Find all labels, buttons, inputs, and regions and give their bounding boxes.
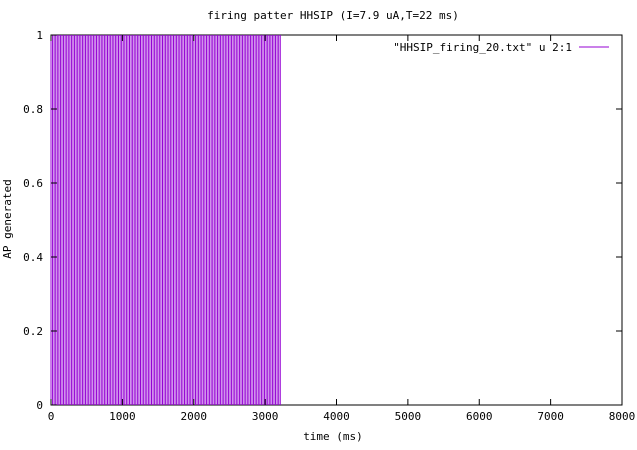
x-tick-label: 5000 — [395, 410, 422, 423]
y-tick-label: 0.6 — [23, 177, 43, 190]
x-tick-label: 8000 — [609, 410, 636, 423]
legend: "HHSIP_firing_20.txt" u 2:1 — [393, 41, 609, 54]
x-tick-label: 3000 — [252, 410, 279, 423]
x-tick-label: 0 — [48, 410, 55, 423]
y-axis-ticks: 0 0.2 0.4 0.6 0.8 1 — [23, 29, 622, 412]
x-axis-ticks: 0 1000 2000 3000 4000 5000 6000 7000 8000 — [48, 35, 636, 423]
x-tick-label: 6000 — [466, 410, 493, 423]
y-tick-label: 0.8 — [23, 103, 43, 116]
x-tick-label: 4000 — [323, 410, 350, 423]
x-axis-label: time (ms) — [303, 430, 363, 443]
y-tick-label: 0 — [36, 399, 43, 412]
y-tick-label: 0.2 — [23, 325, 43, 338]
x-tick-label: 7000 — [537, 410, 564, 423]
x-tick-label: 1000 — [109, 410, 136, 423]
spike-series — [50, 35, 281, 405]
plot-border — [50, 34, 623, 406]
y-tick-label: 0.4 — [23, 251, 43, 264]
y-axis-label: AP generated — [1, 179, 14, 258]
y-tick-label: 1 — [36, 29, 43, 42]
chart-title: firing patter HHSIP (I=7.9 uA,T=22 ms) — [207, 9, 459, 22]
x-tick-label: 2000 — [181, 410, 208, 423]
plot-frame — [50, 34, 623, 406]
legend-label: "HHSIP_firing_20.txt" u 2:1 — [393, 41, 572, 54]
